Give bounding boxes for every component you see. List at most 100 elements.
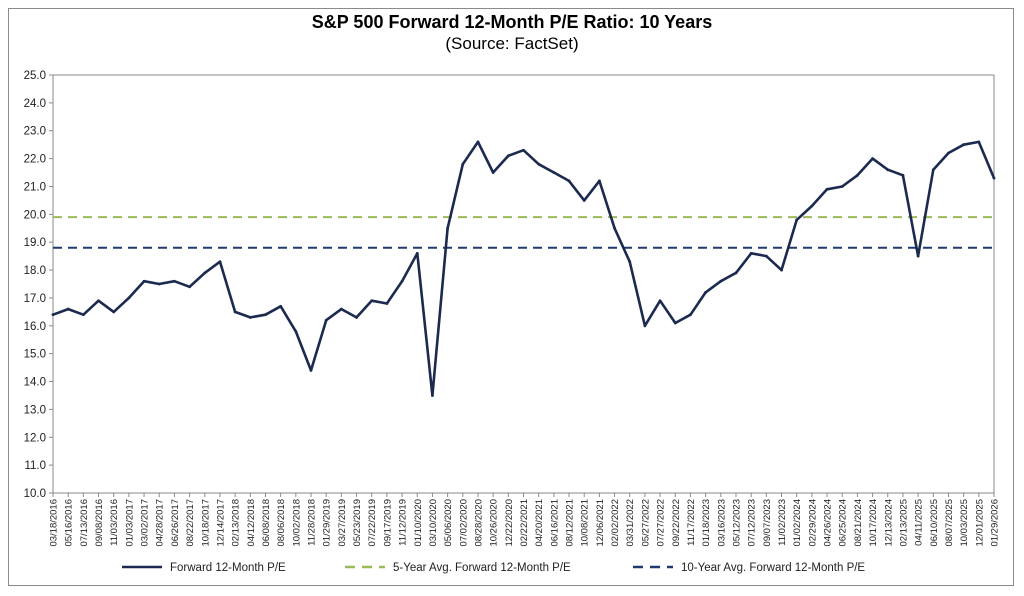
forward-pe-point <box>810 204 814 208</box>
chart-frame <box>8 8 1014 586</box>
x-tick-label: 06/25/2024 <box>838 499 849 547</box>
x-tick-label: 11/12/2019 <box>398 499 409 546</box>
x-tick-label: 05/27/2022 <box>640 499 651 547</box>
x-tick-label: 10/17/2024 <box>868 499 879 547</box>
forward-pe-point <box>431 394 434 397</box>
x-tick-label: 02/02/2022 <box>610 499 621 547</box>
forward-pe-point <box>825 187 829 191</box>
x-tick-label: 05/06/2020 <box>443 499 454 547</box>
legend-label: Forward 12-Month P/E <box>170 562 286 574</box>
forward-pe-point <box>294 329 298 333</box>
x-tick-label: 08/28/2020 <box>473 499 484 547</box>
x-tick-label: 03/27/2019 <box>337 499 348 547</box>
forward-pe-point <box>886 168 890 172</box>
forward-pe-point <box>51 313 55 317</box>
y-tick-label: 13.0 <box>24 404 46 416</box>
x-tick-label: 07/02/2020 <box>458 499 469 547</box>
x-tick-label: 07/12/2023 <box>747 499 758 547</box>
forward-pe-point <box>628 260 632 264</box>
y-tick-label: 20.0 <box>24 209 46 221</box>
y-tick-label: 14.0 <box>24 377 46 389</box>
x-tick-label: 10/18/2017 <box>200 499 211 547</box>
x-tick-label: 04/12/2018 <box>246 499 257 547</box>
x-tick-label: 12/01/2025 <box>974 499 985 547</box>
x-tick-label: 06/26/2017 <box>170 499 181 547</box>
forward-pe-point <box>127 296 131 300</box>
forward-pe-point <box>157 282 161 286</box>
x-tick-label: 09/22/2022 <box>671 499 682 547</box>
legend-label: 10-Year Avg. Forward 12-Month P/E <box>681 562 865 574</box>
x-tick-label: 08/21/2024 <box>853 499 864 547</box>
x-tick-label: 10/26/2020 <box>489 499 500 547</box>
forward-pe-point <box>188 285 191 289</box>
forward-pe-point <box>719 279 723 283</box>
x-tick-label: 12/14/2017 <box>215 499 226 547</box>
forward-pe-point <box>218 260 222 264</box>
x-tick-label: 02/22/2021 <box>519 499 530 547</box>
chart-subtitle: (Source: FactSet) <box>445 34 579 53</box>
forward-pe-point <box>279 304 283 308</box>
forward-pe-point <box>689 313 692 317</box>
y-tick-label: 15.0 <box>24 349 46 361</box>
forward-pe-point <box>643 324 647 328</box>
y-tick-label: 23.0 <box>24 126 46 138</box>
forward-pe-point <box>142 279 146 283</box>
forward-pe-point <box>66 307 70 311</box>
x-tick-label: 02/13/2025 <box>898 499 909 547</box>
forward-pe-point <box>461 162 465 166</box>
x-tick-label: 03/02/2017 <box>140 499 151 547</box>
x-tick-label: 07/22/2019 <box>367 499 378 547</box>
x-tick-label: 11/02/2023 <box>777 499 788 546</box>
forward-pe-point <box>916 254 920 258</box>
y-tick-label: 19.0 <box>24 237 46 249</box>
forward-pe-point <box>248 316 252 319</box>
forward-pe-point <box>597 179 601 183</box>
x-tick-label: 03/16/2023 <box>716 499 727 547</box>
forward-pe-point <box>233 310 237 314</box>
x-tick-label: 08/12/2021 <box>565 499 576 547</box>
forward-pe-point <box>856 173 859 177</box>
x-tick-label: 06/16/2021 <box>549 499 560 547</box>
x-tick-label: 09/07/2023 <box>762 499 773 547</box>
x-tick-label: 10/08/2021 <box>580 499 591 547</box>
x-tick-label: 01/03/2017 <box>124 499 135 547</box>
x-tick-label: 05/12/2023 <box>731 499 742 547</box>
forward-pe-point <box>734 271 738 275</box>
legend-label: 5-Year Avg. Forward 12-Month P/E <box>393 562 571 574</box>
x-tick-label: 03/10/2020 <box>428 499 439 547</box>
forward-pe-point <box>203 271 207 275</box>
x-tick-label: 12/06/2021 <box>595 499 606 547</box>
x-tick-label: 04/26/2024 <box>823 499 834 547</box>
y-tick-label: 17.0 <box>24 293 46 305</box>
x-tick-label: 02/13/2018 <box>231 499 242 547</box>
x-tick-label: 09/17/2019 <box>382 499 393 547</box>
forward-pe-point <box>931 168 935 172</box>
x-tick-label: 05/23/2019 <box>352 499 363 547</box>
y-tick-label: 10.0 <box>24 488 46 500</box>
forward-pe-point <box>871 157 874 161</box>
forward-pe-point <box>780 268 783 272</box>
forward-pe-point <box>537 162 541 166</box>
forward-pe-point <box>613 226 616 230</box>
x-tick-label: 07/27/2022 <box>656 499 667 547</box>
forward-pe-point <box>567 179 571 183</box>
x-tick-label: 11/17/2022 <box>686 499 697 546</box>
forward-pe-point <box>749 251 753 255</box>
forward-pe-point <box>795 218 799 222</box>
forward-pe-point <box>97 299 100 303</box>
forward-pe-point <box>355 316 358 319</box>
forward-pe-point <box>901 173 905 177</box>
forward-pe-point <box>112 310 116 314</box>
y-tick-label: 25.0 <box>24 70 46 82</box>
x-tick-label: 04/11/2025 <box>914 499 925 546</box>
y-tick-label: 22.0 <box>24 154 46 166</box>
forward-pe-point <box>704 290 708 294</box>
x-tick-label: 12/22/2020 <box>504 499 515 547</box>
forward-pe-point <box>370 299 374 303</box>
x-tick-label: 06/08/2018 <box>261 499 272 547</box>
x-tick-label: 06/10/2025 <box>929 499 940 547</box>
forward-pe-point <box>415 251 419 255</box>
x-tick-label: 01/18/2023 <box>701 499 712 547</box>
y-tick-label: 16.0 <box>24 321 46 333</box>
forward-pe-point <box>339 307 343 311</box>
